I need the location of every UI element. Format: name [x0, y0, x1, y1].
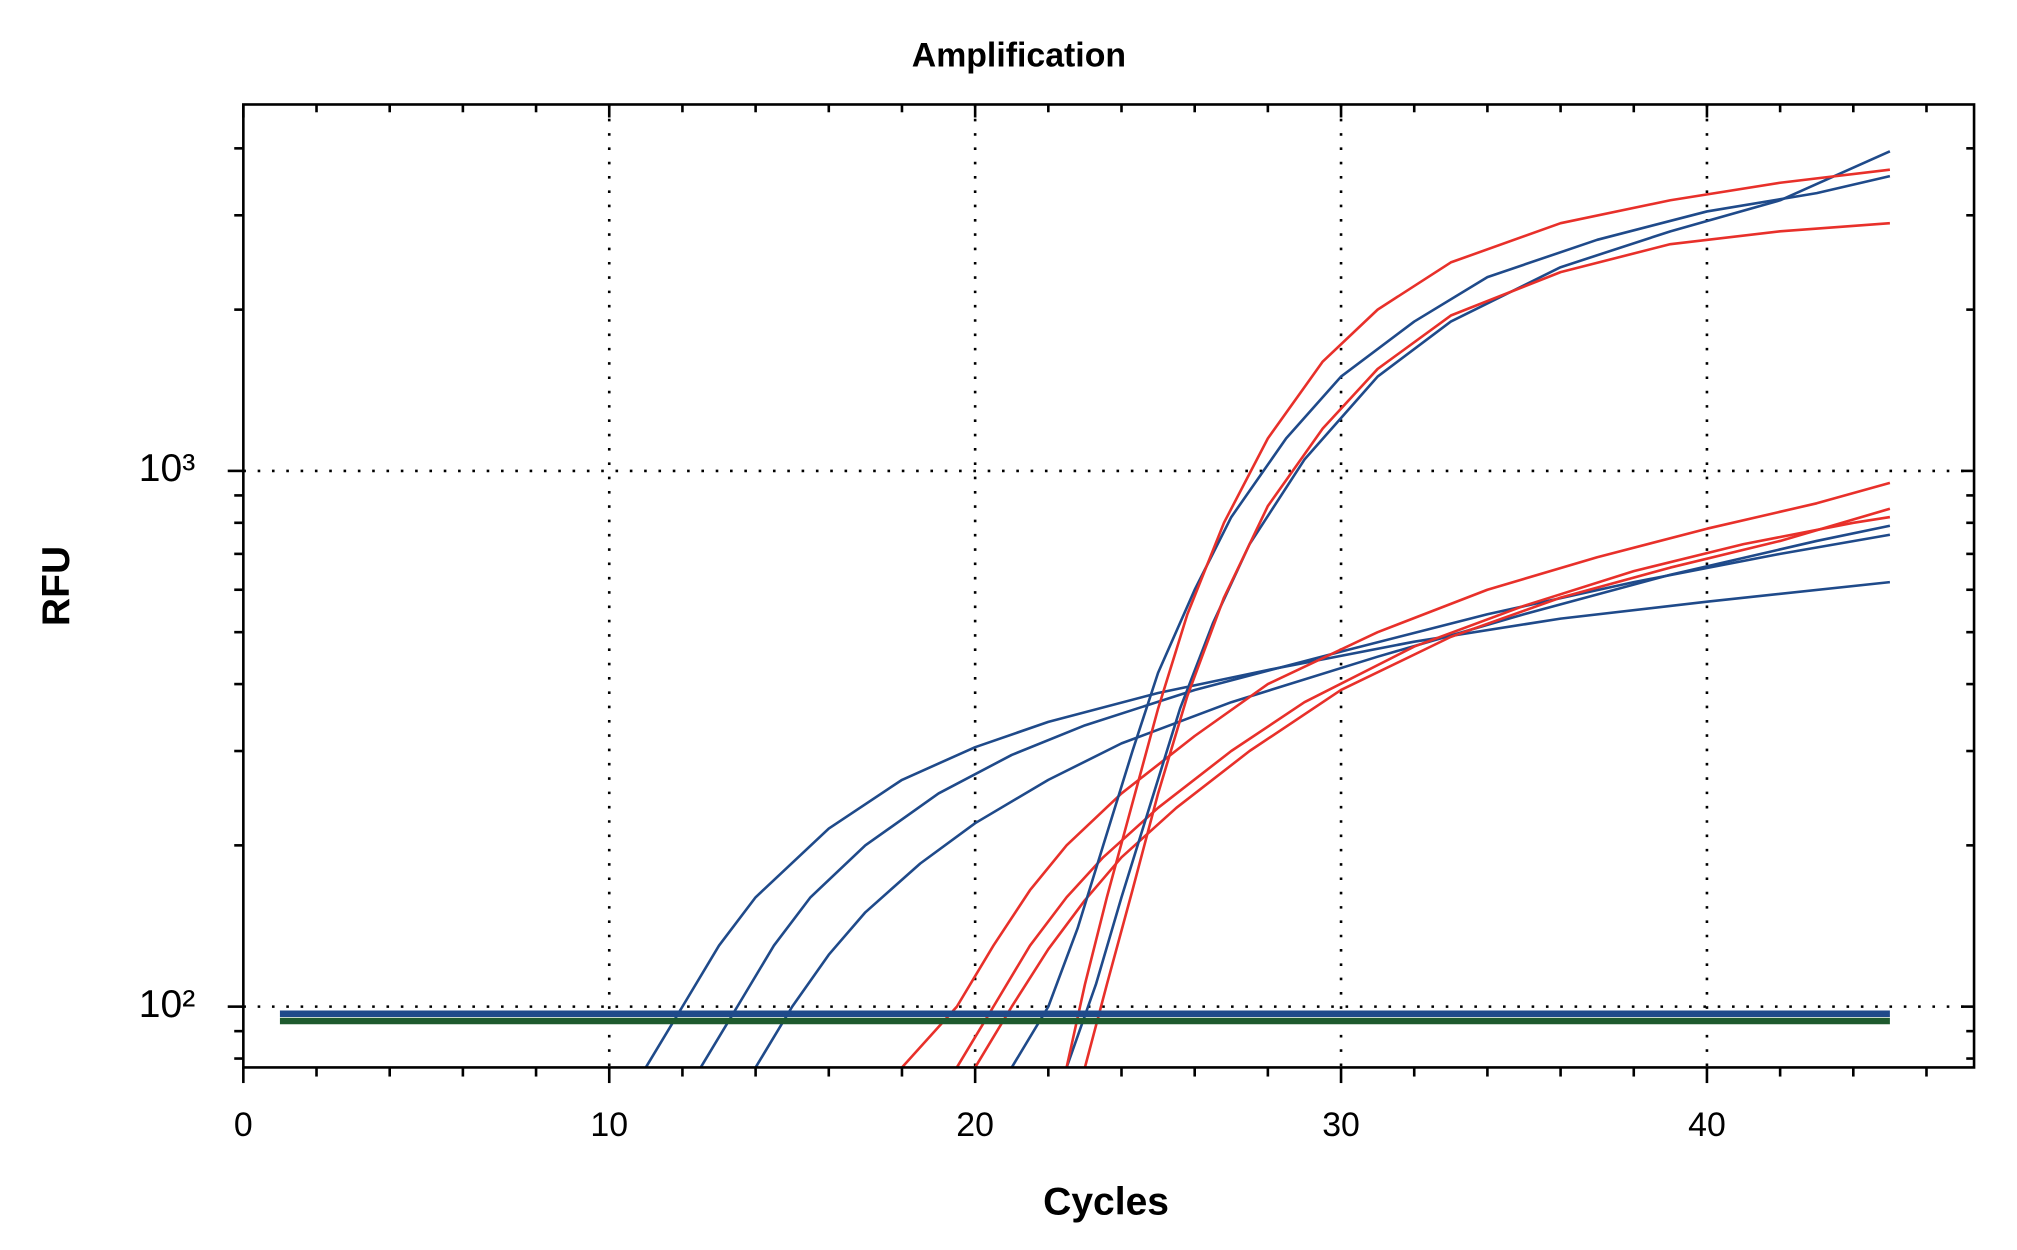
amplification-curve: [1065, 150, 1891, 1068]
x-tick-label: 30: [1322, 1106, 1360, 1144]
amplification-curve: [1010, 174, 1891, 1068]
x-tick-label: 40: [1688, 1106, 1726, 1144]
amplification-curve: [955, 515, 1891, 1068]
amplification-curve: [974, 507, 1891, 1068]
amplification-curve: [1065, 168, 1891, 1068]
amplification-curve: [754, 524, 1891, 1068]
amplification-curve: [900, 481, 1891, 1068]
amplification-curve: [699, 533, 1891, 1068]
plot-area: [279, 150, 1891, 1068]
grid: [243, 104, 1975, 1068]
amplification-curve: [1083, 221, 1890, 1068]
x-tick-label: 10: [590, 1106, 628, 1144]
plot-frame: [242, 103, 1976, 1069]
y-tick-label: 10³: [139, 447, 195, 490]
chart-title: Amplification: [912, 37, 1126, 75]
x-axis-label: Cycles: [1043, 1180, 1169, 1223]
y-tick-label: 10²: [139, 983, 195, 1026]
ticks: 0 10 20 30 40 10² 10³: [139, 104, 1975, 1144]
x-tick-label: 0: [234, 1106, 253, 1144]
x-tick-label: 20: [956, 1106, 994, 1144]
y-axis-label: RFU: [35, 546, 78, 626]
amplification-curve: [644, 580, 1891, 1068]
